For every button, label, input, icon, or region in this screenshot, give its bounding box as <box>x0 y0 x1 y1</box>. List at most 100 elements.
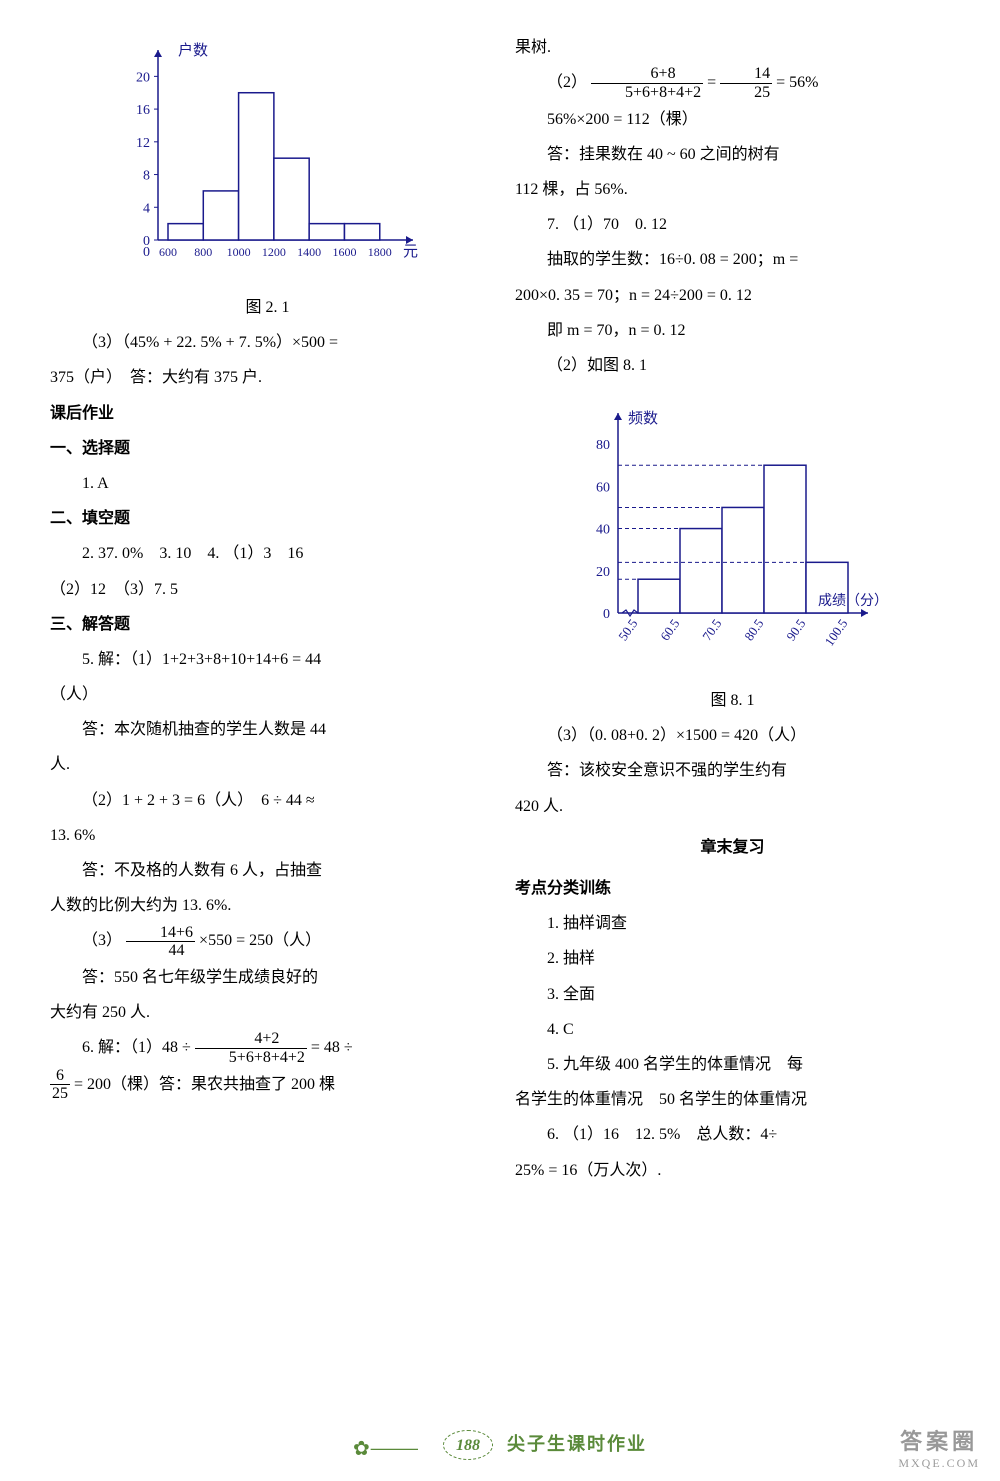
svg-text:80: 80 <box>596 438 610 453</box>
text: ×550 = 250（人） <box>199 932 321 949</box>
text: 200×0. 35 = 70；n = 24÷200 = 0. 12 <box>515 278 950 313</box>
text: 答：该校安全意识不强的学生约有 <box>515 753 950 788</box>
footer-deco-icon: ✿⸻ <box>353 1432 419 1461</box>
fraction: 4+2 5+6+8+4+2 <box>195 1030 307 1066</box>
text: 7. （1）70 0. 12 <box>515 207 950 242</box>
text: 1. A <box>50 466 485 501</box>
watermark-line1: 答案圈 <box>898 1424 980 1456</box>
chart-2-1: 048121620060080010001200140016001800户数元 <box>103 40 433 280</box>
svg-text:60.5: 60.5 <box>657 616 682 643</box>
fraction: 6 25 <box>50 1067 70 1103</box>
text: 13. 6% <box>50 818 485 853</box>
page-number: 188 <box>443 1430 493 1460</box>
footer-title: 尖子生课时作业 <box>507 1434 647 1454</box>
svg-text:1000: 1000 <box>226 245 250 259</box>
svg-text:4: 4 <box>143 201 150 216</box>
text: 抽取的学生数：16÷0. 08 = 200；m = <box>515 242 950 277</box>
text: 答：不及格的人数有 6 人，占抽查 <box>50 853 485 888</box>
text: 420 人. <box>515 789 950 824</box>
svg-text:元: 元 <box>403 244 418 260</box>
watermark-line2: MXQE.COM <box>898 1456 980 1471</box>
svg-text:1200: 1200 <box>261 245 285 259</box>
text: 2. 抽样 <box>515 941 950 976</box>
text: = 48 ÷ <box>311 1039 353 1056</box>
svg-text:成绩（分）: 成绩（分） <box>818 593 888 609</box>
svg-text:8: 8 <box>143 169 150 184</box>
chapter-review-title: 章末复习 <box>515 830 950 865</box>
svg-text:70.5: 70.5 <box>699 616 724 643</box>
text: 名学生的体重情况 50 名学生的体重情况 <box>515 1082 950 1117</box>
denominator: 25 <box>50 1085 70 1103</box>
section-exam-points: 考点分类训练 <box>515 871 950 906</box>
text: 答：550 名七年级学生成绩良好的 <box>50 960 485 995</box>
text: 2. 37. 0% 3. 10 4. （1）3 16 <box>50 536 485 571</box>
text: （2） <box>547 74 587 91</box>
text: 6. 解：（1）48 ÷ <box>82 1039 191 1056</box>
text: （3）（0. 08+0. 2）×1500 = 420（人） <box>515 718 950 753</box>
right-column: 果树. （2） 6+8 5+6+8+4+2 = 14 25 = 56% 56%×… <box>515 30 950 1360</box>
text: = <box>707 74 716 91</box>
svg-text:0: 0 <box>603 607 610 622</box>
text: （2）如图 8. 1 <box>515 348 950 383</box>
numerator: 6+8 <box>591 65 703 84</box>
svg-text:100.5: 100.5 <box>821 616 850 649</box>
watermark: 答案圈 MXQE.COM <box>898 1424 980 1471</box>
text: 大约有 250 人. <box>50 995 485 1030</box>
text: 答：本次随机抽查的学生人数是 44 <box>50 712 485 747</box>
fraction: 14+6 44 <box>126 924 195 960</box>
numerator: 6 <box>50 1067 70 1086</box>
text: 答：挂果数在 40 ~ 60 之间的树有 <box>515 137 950 172</box>
text: （3） 14+6 44 ×550 = 250（人） <box>50 923 485 959</box>
text: （人） <box>50 677 485 712</box>
svg-text:1800: 1800 <box>367 245 391 259</box>
section-solve: 三、解答题 <box>50 607 485 642</box>
svg-text:1600: 1600 <box>332 245 356 259</box>
svg-text:1400: 1400 <box>297 245 321 259</box>
text: = 56% <box>776 74 818 91</box>
chart1-caption: 图 2. 1 <box>50 290 485 325</box>
text: （2）12 （3）7. 5 <box>50 572 485 607</box>
denominator: 25 <box>720 84 772 102</box>
text: 56%×200 = 112（棵） <box>515 102 950 137</box>
text: 5. 解：（1）1+2+3+8+10+14+6 = 44 <box>50 642 485 677</box>
text: 25% = 16（万人次）. <box>515 1153 950 1188</box>
numerator: 14+6 <box>126 924 195 943</box>
text: 6. （1）16 12. 5% 总人数：4÷ <box>515 1117 950 1152</box>
svg-text:800: 800 <box>194 245 212 259</box>
text: （2）1 + 2 + 3 = 6（人） 6 ÷ 44 ≈ <box>50 783 485 818</box>
text: 112 棵，占 56%. <box>515 172 950 207</box>
svg-text:60: 60 <box>596 480 610 495</box>
text: 人数的比例大约为 13. 6%. <box>50 888 485 923</box>
text: 6 25 = 200（棵）答：果农共抽查了 200 棵 <box>50 1067 485 1103</box>
svg-text:40: 40 <box>596 523 610 538</box>
text: 4. C <box>515 1012 950 1047</box>
left-column: 048121620060080010001200140016001800户数元 … <box>50 30 485 1360</box>
svg-text:户数: 户数 <box>178 42 208 59</box>
numerator: 4+2 <box>195 1030 307 1049</box>
svg-text:90.5: 90.5 <box>783 616 808 643</box>
text: 5. 九年级 400 名学生的体重情况 每 <box>515 1047 950 1082</box>
text: 果树. <box>515 30 950 65</box>
chart2-caption: 图 8. 1 <box>515 683 950 718</box>
text: 1. 抽样调查 <box>515 906 950 941</box>
fraction: 6+8 5+6+8+4+2 <box>591 65 703 101</box>
text: 即 m = 70，n = 0. 12 <box>515 313 950 348</box>
denominator: 5+6+8+4+2 <box>195 1049 307 1067</box>
text: （3） <box>82 932 122 949</box>
text: （2） 6+8 5+6+8+4+2 = 14 25 = 56% <box>515 65 950 101</box>
fraction: 14 25 <box>720 65 772 101</box>
text: （3）（45% + 22. 5% + 7. 5%）×500 = <box>50 325 485 360</box>
text: 人. <box>50 747 485 782</box>
svg-text:600: 600 <box>159 245 177 259</box>
svg-text:50.5: 50.5 <box>615 616 640 643</box>
svg-text:80.5: 80.5 <box>741 616 766 643</box>
svg-text:20: 20 <box>136 70 150 85</box>
denominator: 44 <box>126 942 195 960</box>
text: 3. 全面 <box>515 977 950 1012</box>
denominator: 5+6+8+4+2 <box>591 84 703 102</box>
text: 6. 解：（1）48 ÷ 4+2 5+6+8+4+2 = 48 ÷ <box>50 1030 485 1066</box>
svg-text:12: 12 <box>136 136 150 151</box>
svg-text:频数: 频数 <box>628 410 658 427</box>
numerator: 14 <box>720 65 772 84</box>
section-fill: 二、填空题 <box>50 501 485 536</box>
